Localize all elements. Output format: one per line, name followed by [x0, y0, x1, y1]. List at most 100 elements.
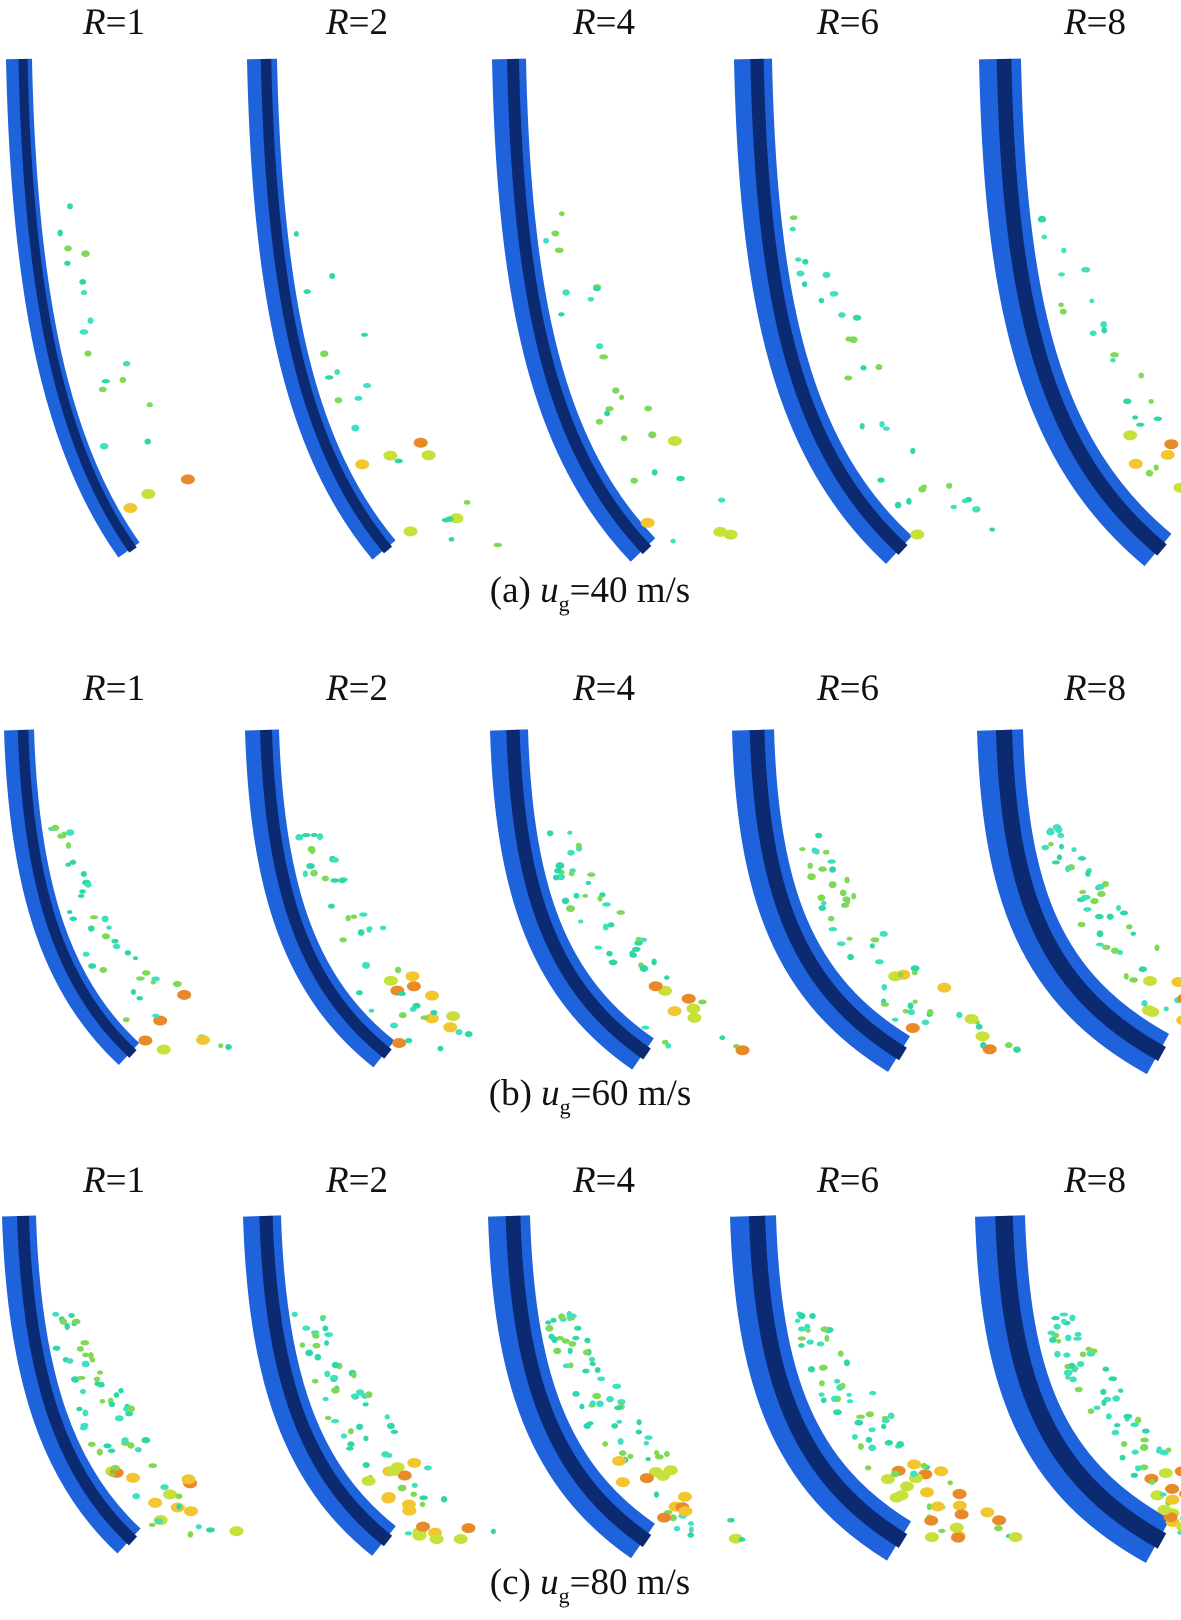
panel-label: R=4	[572, 2, 635, 43]
droplet	[464, 1030, 473, 1038]
droplet	[113, 1392, 120, 1398]
droplet	[461, 1523, 476, 1534]
droplet	[379, 925, 387, 931]
droplet	[875, 364, 883, 371]
droplet	[1004, 1042, 1013, 1049]
droplet	[151, 976, 160, 982]
droplet	[667, 1006, 682, 1017]
droplet	[1116, 950, 1124, 955]
droplet	[802, 258, 809, 265]
droplet	[927, 1008, 934, 1016]
droplet	[856, 1414, 865, 1419]
droplet	[52, 1345, 61, 1351]
droplet	[314, 1353, 322, 1361]
droplet	[548, 1333, 555, 1340]
droplet	[406, 981, 421, 992]
droplet	[1085, 870, 1091, 877]
droplet	[177, 989, 192, 1000]
liquid-film-core	[995, 729, 1166, 1062]
droplet	[218, 1043, 224, 1049]
droplet	[82, 951, 90, 957]
droplet	[587, 872, 596, 877]
droplet	[599, 354, 609, 360]
droplet	[952, 1489, 967, 1500]
droplet	[1100, 321, 1108, 328]
droplet	[546, 830, 554, 837]
panel-var: R	[1063, 668, 1087, 709]
droplet	[592, 1392, 602, 1400]
droplet	[331, 1419, 340, 1424]
panel-label: R=6	[816, 668, 879, 709]
droplet	[1130, 1422, 1139, 1428]
row-caption: (b) ug=60 m/s	[489, 1073, 691, 1119]
liquid-film-core	[259, 1215, 393, 1547]
droplet	[1041, 844, 1050, 851]
droplet	[568, 1362, 574, 1369]
droplet	[88, 1352, 94, 1359]
liquid-film-core	[748, 1215, 908, 1548]
droplet	[316, 833, 324, 840]
droplet	[404, 1531, 413, 1536]
droplet	[868, 1444, 877, 1452]
droplet	[310, 832, 318, 838]
droplet	[687, 1012, 702, 1023]
droplet	[561, 1338, 570, 1344]
droplet	[738, 1537, 746, 1542]
droplet	[818, 1364, 828, 1371]
droplet	[1071, 847, 1077, 853]
droplet	[887, 1412, 895, 1420]
liquid-film-core	[995, 1215, 1167, 1549]
droplet	[103, 1443, 112, 1449]
liquid-film-core	[18, 58, 137, 553]
droplet	[688, 1521, 694, 1526]
liquid-film	[4, 729, 140, 1066]
droplet	[1140, 1437, 1149, 1443]
droplet	[65, 842, 72, 849]
droplet	[1081, 266, 1091, 273]
droplet	[884, 1440, 893, 1446]
panel-label: R=2	[325, 2, 388, 43]
droplet	[1154, 944, 1160, 952]
liquid-film-core	[260, 729, 392, 1059]
droplet	[1008, 1532, 1023, 1543]
droplet	[1105, 1413, 1112, 1420]
droplet	[390, 1022, 399, 1029]
droplet	[401, 1499, 416, 1510]
droplet	[815, 832, 823, 839]
droplet	[410, 1491, 418, 1497]
droplet	[144, 438, 151, 445]
droplet	[1079, 1351, 1087, 1358]
droplet	[412, 1002, 421, 1009]
panel-value: =1	[106, 668, 145, 709]
panel-var: R	[572, 1160, 596, 1201]
droplet	[291, 1311, 298, 1318]
droplet	[1111, 1429, 1120, 1436]
droplet	[664, 975, 670, 980]
droplet	[1120, 910, 1128, 916]
droplet	[839, 889, 847, 897]
droplet	[79, 279, 87, 285]
droplet	[64, 1323, 70, 1330]
droplet	[1069, 1376, 1077, 1383]
droplet	[96, 1448, 103, 1456]
droplet	[1165, 1494, 1180, 1505]
droplet	[99, 442, 109, 450]
droplet	[420, 1015, 429, 1020]
droplet	[982, 1044, 997, 1055]
panel-value: =6	[840, 2, 879, 43]
droplet	[87, 317, 94, 324]
droplet	[845, 336, 853, 342]
droplet	[612, 1383, 622, 1390]
droplet	[1173, 482, 1181, 493]
droplet	[1139, 1464, 1149, 1471]
droplet	[363, 1435, 369, 1442]
droplet	[992, 1515, 1007, 1526]
droplet	[106, 925, 112, 930]
droplet	[351, 1372, 357, 1379]
droplet	[550, 1317, 557, 1323]
droplet	[1058, 272, 1065, 277]
droplet	[1130, 1472, 1139, 1478]
droplet	[449, 513, 464, 524]
droplet	[111, 938, 119, 944]
droplet	[615, 1477, 630, 1488]
